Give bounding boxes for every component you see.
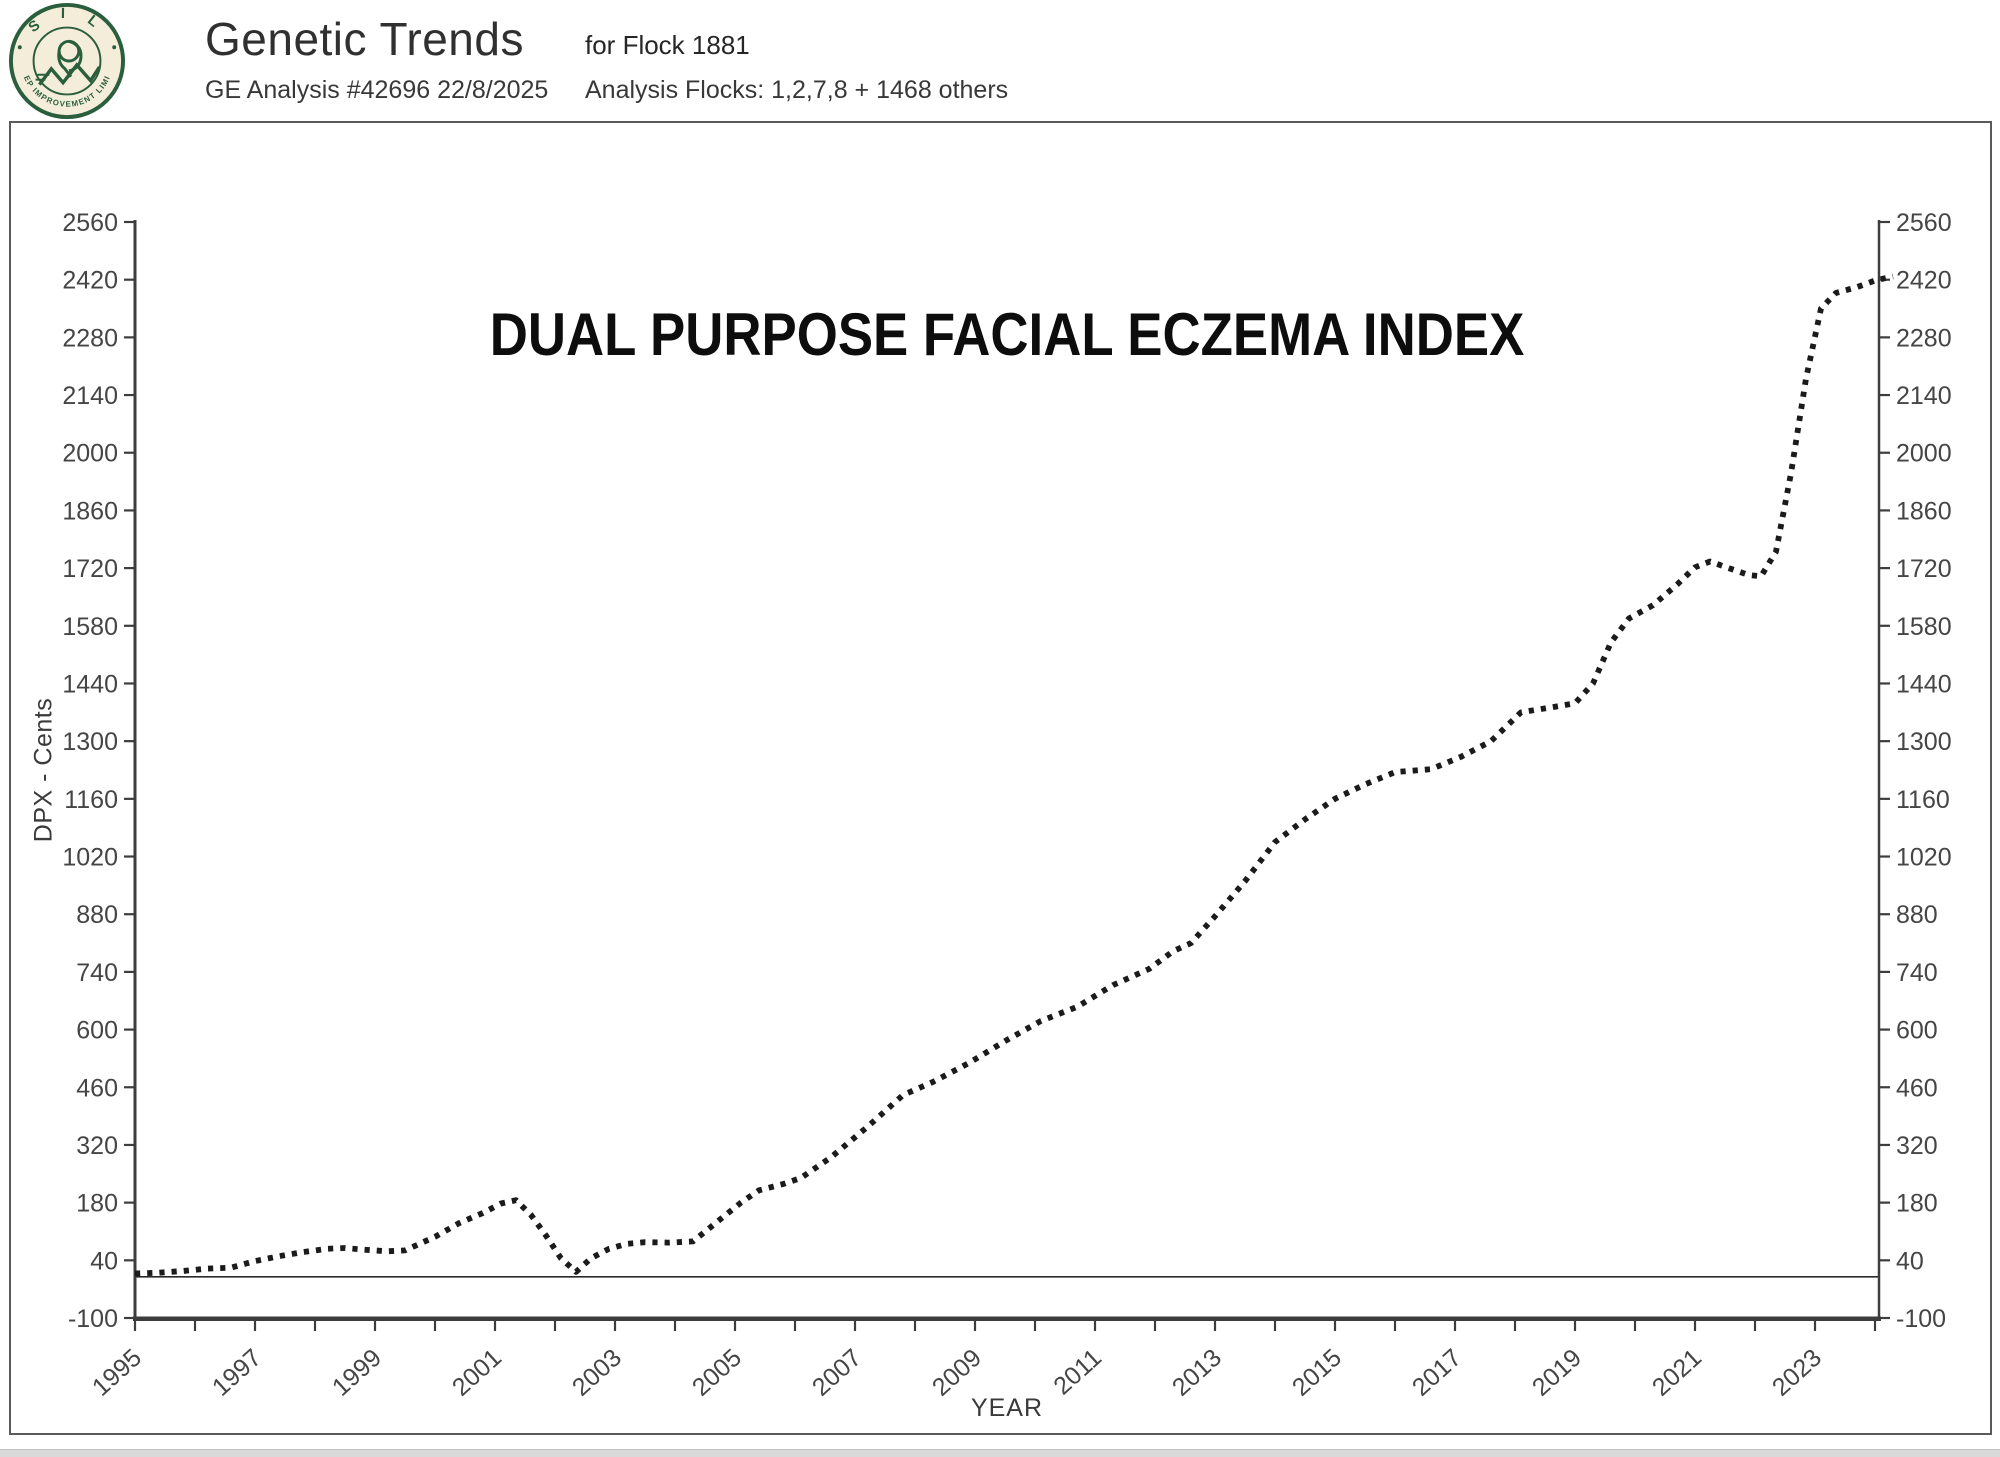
y-tick-label-left: 2280	[62, 324, 118, 352]
y-tick-label-right: 180	[1896, 1190, 1938, 1218]
flock-subtitle: for Flock 1881	[585, 30, 750, 60]
x-tick-label: 1995	[87, 1344, 147, 1402]
y-tick-label-left: 600	[76, 1017, 118, 1045]
y-tick-label-right: 320	[1896, 1132, 1938, 1160]
x-tick-label: 2013	[1167, 1344, 1227, 1402]
y-tick-label-left: 40	[90, 1247, 118, 1275]
x-tick-label: 2001	[447, 1344, 507, 1402]
dpx-index-series	[134, 273, 1894, 1277]
y-tick-label-left: 460	[76, 1074, 118, 1102]
x-tick-label: 2017	[1407, 1344, 1467, 1402]
y-tick-label-left: 1580	[62, 613, 118, 641]
y-tick-label-right: 2420	[1896, 267, 1952, 295]
y-tick-label-left: 180	[76, 1190, 118, 1218]
x-tick-label: 2023	[1767, 1344, 1827, 1402]
y-tick-label-right: 1020	[1896, 844, 1952, 872]
y-tick-label-left: 880	[76, 901, 118, 929]
sil-logo: S I L SHEEP IMPROVEMENT LIMITED	[8, 2, 126, 120]
y-tick-label-right: 740	[1896, 959, 1938, 987]
y-tick-label-right: 1860	[1896, 497, 1952, 525]
x-tick-label: 1999	[327, 1344, 387, 1402]
y-tick-label-left: 2560	[62, 209, 118, 237]
y-tick-label-left: 1020	[62, 844, 118, 872]
x-tick-label: 2009	[927, 1344, 987, 1402]
x-tick-label: 2007	[807, 1344, 867, 1402]
y-tick-label-left: 1440	[62, 670, 118, 698]
y-tick-label-left: 740	[76, 959, 118, 987]
y-tick-label-left: -100	[68, 1305, 118, 1333]
logo-dot-right	[112, 45, 117, 50]
y-tick-label-right: -100	[1896, 1305, 1946, 1333]
y-tick-label-right: 2280	[1896, 324, 1952, 352]
y-tick-label-right: 1300	[1896, 728, 1952, 756]
logo-inner-ring	[32, 26, 102, 96]
logo-dot-left	[17, 45, 22, 50]
y-tick-label-right: 2140	[1896, 382, 1952, 410]
y-tick-label-right: 1580	[1896, 613, 1952, 641]
ram-head-icon	[35, 39, 101, 86]
x-tick-label: 2015	[1287, 1344, 1347, 1402]
y-tick-label-left: 1860	[62, 497, 118, 525]
y-tick-label-left: 2140	[62, 382, 118, 410]
analysis-id-line: GE Analysis #42696 22/8/2025	[205, 76, 549, 104]
y-tick-label-right: 1160	[1896, 786, 1950, 814]
analysis-flocks-line: Analysis Flocks: 1,2,7,8 + 1468 others	[585, 76, 1009, 104]
y-tick-label-left: 1160	[64, 786, 118, 814]
y-tick-label-right: 2000	[1896, 440, 1952, 468]
y-tick-label-right: 600	[1896, 1017, 1938, 1045]
y-tick-label-right: 460	[1896, 1074, 1938, 1102]
x-tick-label: 2005	[687, 1344, 747, 1402]
y-tick-label-left: 2420	[62, 267, 118, 295]
y-tick-label-right: 1720	[1896, 555, 1952, 583]
y-tick-label-left: 320	[76, 1132, 118, 1160]
chart-frame	[9, 121, 1992, 1435]
y-tick-label-right: 40	[1896, 1247, 1924, 1275]
page-title: Genetic Trends	[205, 13, 524, 65]
x-tick-label: 2011	[1048, 1344, 1107, 1401]
y-tick-label-left: 2000	[62, 440, 118, 468]
x-tick-label: 2019	[1527, 1344, 1587, 1402]
y-tick-label-right: 2560	[1896, 209, 1952, 237]
x-tick-label: 2021	[1647, 1344, 1707, 1402]
window-bottom-bar	[0, 1449, 2000, 1457]
y-tick-label-right: 1440	[1896, 670, 1952, 698]
x-tick-label: 2003	[567, 1344, 627, 1402]
chart-title: DUAL PURPOSE FACIAL ECZEMA INDEX	[489, 301, 1525, 368]
y-axis-label: DPX - Cents	[29, 697, 58, 843]
x-axis	[133, 1316, 1881, 1321]
x-tick-label: 1997	[207, 1344, 267, 1402]
y-tick-label-left: 1720	[62, 555, 118, 583]
y-tick-label-left: 1300	[62, 728, 118, 756]
x-axis-label: YEAR	[970, 1394, 1044, 1422]
y-tick-label-right: 880	[1896, 901, 1938, 929]
